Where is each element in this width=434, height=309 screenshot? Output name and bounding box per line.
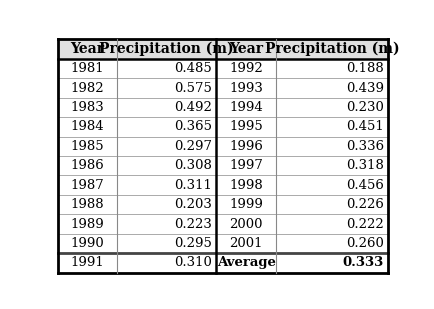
Text: 0.456: 0.456: [345, 179, 383, 192]
Text: 1994: 1994: [229, 101, 262, 114]
Text: 1985: 1985: [70, 140, 104, 153]
Text: 2000: 2000: [229, 218, 262, 231]
Text: 0.230: 0.230: [345, 101, 383, 114]
Text: Year: Year: [229, 42, 263, 56]
Text: 0.311: 0.311: [174, 179, 212, 192]
Text: 0.575: 0.575: [174, 82, 212, 95]
Text: 1987: 1987: [70, 179, 104, 192]
Text: 1984: 1984: [70, 121, 104, 133]
Text: 0.485: 0.485: [174, 62, 212, 75]
Text: 0.297: 0.297: [174, 140, 212, 153]
Text: 1992: 1992: [229, 62, 262, 75]
Text: 0.308: 0.308: [174, 159, 212, 172]
Text: 0.226: 0.226: [345, 198, 383, 211]
Text: 1998: 1998: [229, 179, 262, 192]
Text: 1988: 1988: [70, 198, 104, 211]
Text: 0.203: 0.203: [174, 198, 212, 211]
Text: Precipitation (m): Precipitation (m): [99, 42, 233, 56]
Text: 0.223: 0.223: [174, 218, 212, 231]
Text: 1991: 1991: [70, 256, 104, 269]
Text: 1990: 1990: [70, 237, 104, 250]
Text: Average: Average: [216, 256, 275, 269]
Text: 0.295: 0.295: [174, 237, 212, 250]
Text: 1982: 1982: [70, 82, 104, 95]
Text: 1996: 1996: [229, 140, 263, 153]
Text: Year: Year: [70, 42, 104, 56]
Text: 0.260: 0.260: [345, 237, 383, 250]
Text: 1999: 1999: [229, 198, 263, 211]
Text: Precipitation (m): Precipitation (m): [264, 42, 398, 56]
Text: 0.451: 0.451: [345, 121, 383, 133]
Text: 1989: 1989: [70, 218, 104, 231]
Text: 0.439: 0.439: [345, 82, 383, 95]
Text: 0.333: 0.333: [342, 256, 383, 269]
Text: 2001: 2001: [229, 237, 262, 250]
Text: 1986: 1986: [70, 159, 104, 172]
Text: 1983: 1983: [70, 101, 104, 114]
Text: 1997: 1997: [229, 159, 263, 172]
Text: 1995: 1995: [229, 121, 262, 133]
Bar: [58, 40, 387, 59]
Text: 0.336: 0.336: [345, 140, 383, 153]
Text: 0.222: 0.222: [345, 218, 383, 231]
Text: 1993: 1993: [229, 82, 263, 95]
Text: 0.318: 0.318: [345, 159, 383, 172]
Text: 0.365: 0.365: [174, 121, 212, 133]
Text: 0.310: 0.310: [174, 256, 212, 269]
Text: 0.188: 0.188: [345, 62, 383, 75]
Text: 0.492: 0.492: [174, 101, 212, 114]
Text: 1981: 1981: [70, 62, 104, 75]
